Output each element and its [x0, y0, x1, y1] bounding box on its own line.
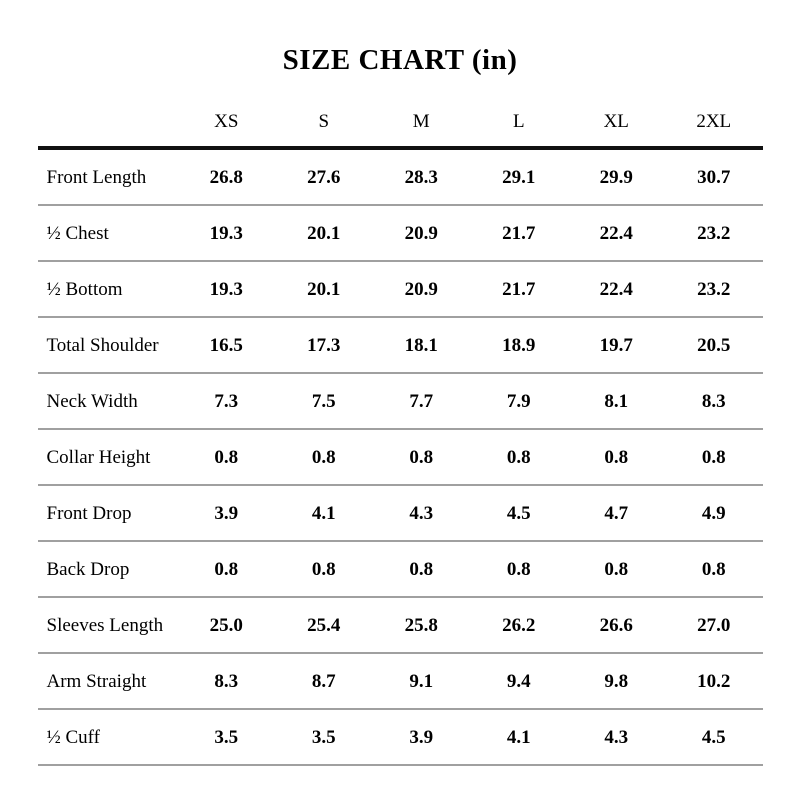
table-row: Sleeves Length 25.0 25.4 25.8 26.2 26.6 27.0 — [37, 598, 763, 654]
measurement-value: 10.2 — [697, 670, 731, 692]
measurement-value: 8.3 — [701, 390, 726, 412]
table-row: Neck Width 7.3 7.5 7.7 7.9 8.1 8.3 — [37, 374, 763, 430]
measurement-value: 23.2 — [697, 222, 731, 244]
measurement-value: 0.8 — [506, 446, 531, 468]
row-label: Back Drop — [46, 558, 130, 580]
measurement-value: 21.7 — [502, 278, 536, 300]
column-header-xs: XS — [214, 110, 239, 132]
measurement-value: 4.5 — [701, 726, 726, 748]
page-title: SIZE CHART (in) — [282, 44, 518, 76]
measurement-value: 22.4 — [599, 222, 633, 244]
row-label: Sleeves Length — [46, 614, 164, 636]
measurement-value: 9.1 — [409, 670, 434, 692]
measurement-value: 26.8 — [209, 166, 243, 188]
header-row: XS S M L XL 2XL — [37, 96, 763, 150]
measurement-value: 0.8 — [701, 446, 726, 468]
row-label: Total Shoulder — [46, 334, 159, 356]
measurement-value: 23.2 — [697, 278, 731, 300]
measurement-value: 17.3 — [307, 334, 341, 356]
measurement-value: 25.8 — [404, 614, 438, 636]
measurement-value: 19.3 — [209, 222, 243, 244]
measurement-value: 7.7 — [409, 390, 434, 412]
row-label: Front Length — [46, 166, 147, 188]
measurement-value: 20.1 — [307, 278, 341, 300]
row-label: Arm Straight — [46, 670, 147, 692]
measurement-value: 0.8 — [311, 446, 336, 468]
measurement-value: 4.1 — [506, 726, 531, 748]
measurement-value: 3.5 — [214, 726, 239, 748]
measurement-value: 29.9 — [599, 166, 633, 188]
table-row: ½ Cuff 3.5 3.5 3.9 4.1 4.3 4.5 — [37, 710, 763, 766]
row-label: ½ Bottom — [46, 278, 123, 300]
measurement-value: 9.4 — [506, 670, 531, 692]
table-row: Back Drop 0.8 0.8 0.8 0.8 0.8 0.8 — [37, 542, 763, 598]
measurement-value: 7.9 — [506, 390, 531, 412]
measurement-value: 25.0 — [209, 614, 243, 636]
table-row: ½ Bottom 19.3 20.1 20.9 21.7 22.4 23.2 — [37, 262, 763, 318]
column-header-m: M — [412, 110, 430, 132]
measurement-value: 0.8 — [604, 558, 629, 580]
measurement-value: 9.8 — [604, 670, 629, 692]
table-row: Front Length 26.8 27.6 28.3 29.1 29.9 30.7 — [37, 150, 763, 206]
row-label: ½ Chest — [46, 222, 109, 244]
table-row: Arm Straight 8.3 8.7 9.1 9.4 9.8 10.2 — [37, 654, 763, 710]
measurement-value: 0.8 — [701, 558, 726, 580]
table-body: Front Length 26.8 27.6 28.3 29.1 29.9 30.7 ½ Ch… — [37, 150, 763, 766]
column-header-l: L — [512, 110, 525, 132]
measurement-value: 26.2 — [502, 614, 536, 636]
measurement-value: 19.3 — [209, 278, 243, 300]
row-label: ½ Cuff — [46, 726, 100, 748]
measurement-value: 4.7 — [604, 502, 629, 524]
measurement-value: 7.5 — [311, 390, 336, 412]
measurement-value: 20.1 — [307, 222, 341, 244]
measurement-value: 8.3 — [214, 670, 239, 692]
measurement-value: 20.9 — [404, 278, 438, 300]
measurement-value: 0.8 — [214, 558, 239, 580]
measurement-value: 0.8 — [604, 446, 629, 468]
measurement-value: 20.5 — [697, 334, 731, 356]
measurement-value: 8.7 — [311, 670, 336, 692]
column-header-s: S — [318, 110, 330, 132]
measurement-value: 19.7 — [599, 334, 633, 356]
measurement-value: 4.9 — [701, 502, 726, 524]
table-row: Collar Height 0.8 0.8 0.8 0.8 0.8 0.8 — [37, 430, 763, 486]
measurement-value: 21.7 — [502, 222, 536, 244]
table-row: Total Shoulder 16.5 17.3 18.1 18.9 19.7 20.5 — [37, 318, 763, 374]
row-label: Front Drop — [46, 502, 132, 524]
measurement-value: 8.1 — [604, 390, 629, 412]
measurement-value: 4.3 — [604, 726, 629, 748]
measurement-value: 27.0 — [697, 614, 731, 636]
row-label: Collar Height — [46, 446, 151, 468]
size-chart-table: XS S M L XL 2XL Front Length 26.8 27.6 28.3 29.1 2… — [37, 96, 763, 766]
measurement-value: 30.7 — [697, 166, 731, 188]
row-label: Neck Width — [46, 390, 138, 412]
measurement-value: 28.3 — [404, 166, 438, 188]
measurement-value: 0.8 — [311, 558, 336, 580]
measurement-value: 7.3 — [214, 390, 239, 412]
measurement-value: 26.6 — [599, 614, 633, 636]
column-header-xl: XL — [603, 110, 629, 132]
measurement-value: 3.9 — [214, 502, 239, 524]
table-row: Front Drop 3.9 4.1 4.3 4.5 4.7 4.9 — [37, 486, 763, 542]
measurement-value: 20.9 — [404, 222, 438, 244]
measurement-value: 0.8 — [409, 558, 434, 580]
measurement-value: 0.8 — [409, 446, 434, 468]
measurement-value: 0.8 — [506, 558, 531, 580]
measurement-value: 16.5 — [209, 334, 243, 356]
measurement-value: 4.1 — [311, 502, 336, 524]
measurement-value: 29.1 — [502, 166, 536, 188]
measurement-value: 18.1 — [404, 334, 438, 356]
measurement-value: 4.5 — [506, 502, 531, 524]
measurement-value: 4.3 — [409, 502, 434, 524]
measurement-value: 3.9 — [409, 726, 434, 748]
measurement-value: 3.5 — [311, 726, 336, 748]
measurement-value: 27.6 — [307, 166, 341, 188]
measurement-value: 25.4 — [307, 614, 341, 636]
column-header-2xl: 2XL — [696, 110, 732, 132]
measurement-value: 0.8 — [214, 446, 239, 468]
measurement-value: 22.4 — [599, 278, 633, 300]
measurement-value: 18.9 — [502, 334, 536, 356]
table-row: ½ Chest 19.3 20.1 20.9 21.7 22.4 23.2 — [37, 206, 763, 262]
